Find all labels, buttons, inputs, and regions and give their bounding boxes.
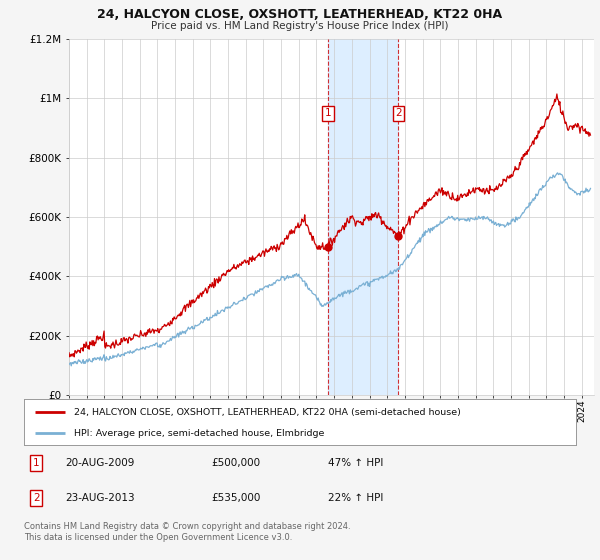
Text: 24, HALCYON CLOSE, OXSHOTT, LEATHERHEAD, KT22 0HA: 24, HALCYON CLOSE, OXSHOTT, LEATHERHEAD,…	[97, 8, 503, 21]
Text: 22% ↑ HPI: 22% ↑ HPI	[328, 493, 383, 503]
Text: 2: 2	[395, 108, 402, 118]
Bar	[328, 39, 398, 395]
Text: £535,000: £535,000	[212, 493, 261, 503]
Text: Contains HM Land Registry data © Crown copyright and database right 2024.: Contains HM Land Registry data © Crown c…	[24, 522, 350, 531]
Text: 24, HALCYON CLOSE, OXSHOTT, LEATHERHEAD, KT22 0HA (semi-detached house): 24, HALCYON CLOSE, OXSHOTT, LEATHERHEAD,…	[74, 408, 461, 417]
Text: Price paid vs. HM Land Registry's House Price Index (HPI): Price paid vs. HM Land Registry's House …	[151, 21, 449, 31]
Text: This data is licensed under the Open Government Licence v3.0.: This data is licensed under the Open Gov…	[24, 533, 292, 542]
Text: 2: 2	[33, 493, 40, 503]
Text: 23-AUG-2013: 23-AUG-2013	[65, 493, 135, 503]
Text: HPI: Average price, semi-detached house, Elmbridge: HPI: Average price, semi-detached house,…	[74, 429, 324, 438]
Text: £500,000: £500,000	[212, 459, 261, 468]
Text: 1: 1	[325, 108, 331, 118]
Text: 47% ↑ HPI: 47% ↑ HPI	[328, 459, 383, 468]
Text: 1: 1	[33, 459, 40, 468]
Text: 20-AUG-2009: 20-AUG-2009	[65, 459, 135, 468]
